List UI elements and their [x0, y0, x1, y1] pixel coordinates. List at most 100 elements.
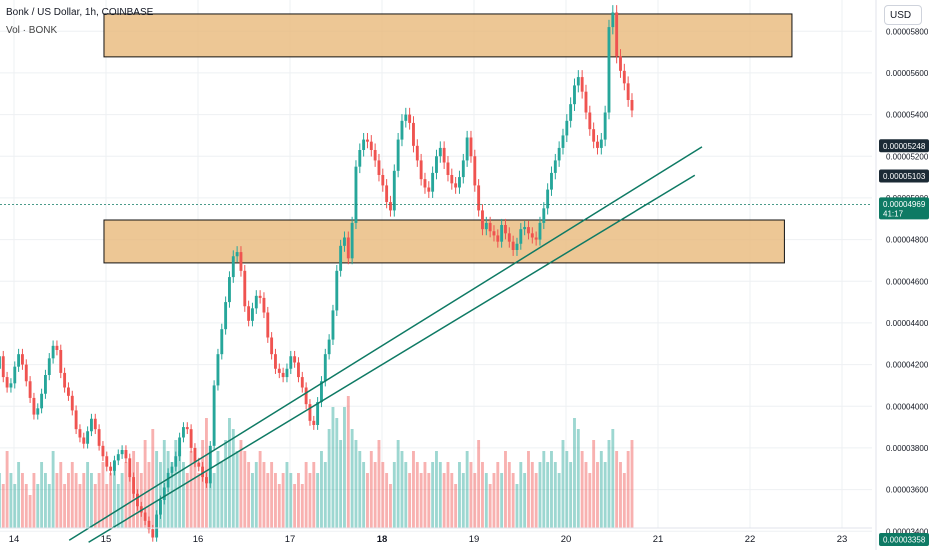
volume-bar — [515, 484, 519, 528]
volume-bar — [285, 462, 289, 528]
currency-button[interactable]: USD — [884, 5, 922, 25]
volume-bar — [588, 473, 592, 528]
candle-body — [128, 458, 132, 478]
volume-bar — [519, 462, 523, 528]
candle-body — [212, 385, 216, 446]
candle-body — [174, 456, 178, 467]
candle-body — [603, 112, 607, 140]
candle-body — [254, 295, 258, 309]
volume-bar — [603, 462, 607, 528]
volume-bar — [159, 462, 162, 528]
volume-bar — [400, 451, 404, 528]
candle-body — [481, 210, 484, 230]
time-tick-label: 16 — [193, 534, 204, 545]
candle-body — [262, 297, 266, 313]
volume-bar — [350, 429, 354, 528]
candle-body — [553, 160, 557, 173]
volume-bar — [419, 473, 423, 528]
candle-body — [139, 506, 143, 513]
volume-bar — [427, 473, 431, 528]
volume-bar — [450, 473, 454, 528]
volume-bar — [500, 473, 504, 528]
candle-body — [615, 12, 619, 57]
volume-bar — [239, 440, 243, 528]
candle-body — [477, 185, 481, 211]
volume-bar — [293, 484, 297, 528]
volume-bar — [396, 440, 400, 528]
price-tag — [879, 169, 929, 183]
candle-body — [534, 237, 538, 240]
candle-body — [630, 100, 634, 111]
volume-bar — [254, 462, 258, 528]
candle-body — [565, 120, 569, 136]
candle-body — [20, 354, 24, 365]
candle-body — [166, 472, 170, 488]
trendline-1 — [68, 146, 703, 541]
volume-bar — [113, 462, 116, 528]
candles — [0, 5, 634, 542]
candle-body — [599, 139, 603, 148]
volume-bar — [235, 451, 239, 528]
candle-body — [504, 225, 507, 234]
volume-bar — [366, 473, 369, 528]
volume-bar — [561, 440, 565, 528]
time-tick-label: 22 — [745, 534, 756, 545]
volume-bar — [13, 484, 17, 528]
candle-body — [0, 356, 1, 369]
volume-bar — [216, 451, 220, 528]
candle-body — [289, 356, 293, 369]
volume-bar — [354, 440, 358, 528]
candle-body — [28, 381, 32, 398]
candle-body — [316, 402, 320, 425]
candle-body — [415, 145, 419, 161]
candle-body — [369, 141, 373, 150]
candle-body — [327, 339, 331, 355]
candle-body — [538, 222, 542, 240]
candle-body — [542, 208, 546, 223]
time-axis[interactable]: 14 15 16 17 18 19 20 21 22 23 — [0, 527, 872, 545]
candle-body — [350, 222, 354, 259]
volume-bar — [488, 484, 492, 528]
candle-body — [297, 362, 300, 378]
volume-bar — [473, 473, 477, 528]
candle-body — [320, 381, 323, 403]
volume-bar — [569, 462, 573, 528]
price-tag-value: 0.00005248 — [883, 142, 926, 151]
volume-bar — [28, 495, 32, 528]
volume-bar — [392, 462, 396, 528]
volume-bar — [17, 462, 21, 528]
volume-bar — [82, 473, 86, 528]
volume-bar — [343, 407, 346, 528]
candle-body — [530, 233, 534, 238]
candle-body — [162, 487, 166, 500]
candle-body — [159, 500, 162, 515]
price-tick-label: 0.00004000 — [886, 402, 929, 411]
candle-body — [97, 429, 101, 446]
volume-bar — [201, 440, 205, 528]
candle-body — [412, 122, 415, 146]
volume-bar — [0, 473, 1, 528]
volume-label: Vol · BONK — [6, 25, 58, 36]
volume-bar — [415, 462, 419, 528]
volume-bar — [86, 462, 90, 528]
volume-bar — [477, 440, 481, 528]
candle-body — [47, 358, 51, 375]
candle-body — [235, 252, 239, 257]
volume-bar — [208, 462, 212, 528]
volume-bar — [185, 473, 189, 528]
volume-bar — [630, 440, 634, 528]
volume-bar — [492, 473, 496, 528]
candle-body — [339, 245, 343, 271]
volume-bar — [461, 473, 465, 528]
volume-bar — [78, 484, 82, 528]
volume-bar — [300, 484, 304, 528]
candle-body — [109, 466, 113, 471]
volume-bar — [97, 473, 101, 528]
candle-body — [400, 120, 404, 140]
candle-body — [366, 139, 369, 142]
volume-bar — [93, 484, 97, 528]
candle-body — [473, 156, 477, 186]
price-axis[interactable]: 0.00005800 0.00005600 0.00005400 0.00005200… — [875, 0, 929, 550]
candle-body — [24, 364, 28, 382]
